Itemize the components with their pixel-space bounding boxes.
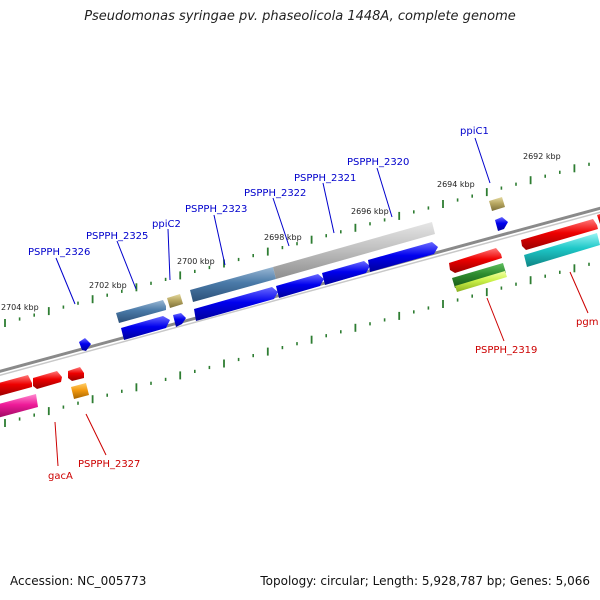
gene-gacA-left-cds[interactable] [0,375,32,396]
lower-label-leaders [54,271,589,467]
gene-PSPPH_2323-cds[interactable] [194,287,278,321]
label-PSPPH_2322: PSPPH_2322 [244,188,306,199]
label-PSPPH_2319: PSPPH_2319 [475,345,537,356]
upper-gene-labels: PSPPH_2326 PSPPH_2325 ppiC2 PSPPH_2323 P… [28,126,489,258]
gene-pgm-track[interactable] [524,233,600,267]
lower-gene-labels: gacA PSPPH_2327 PSPPH_2319 pgm [48,317,598,482]
tick-ring-upper [4,162,590,327]
tick-label-2702: 2702 kbp [89,281,127,290]
gene-PSPPH_2319-cds[interactable] [449,248,502,273]
tick-label-2704: 2704 kbp [1,303,39,312]
gene-PSPPH_2319-track-green[interactable] [452,263,506,288]
label-PSPPH_2320: PSPPH_2320 [347,157,409,168]
tick-label-2692: 2692 kbp [523,152,561,161]
gene-PSPPH_2325[interactable] [116,300,166,323]
accession-text: Accession: NC_005773 [10,574,147,588]
gene-pgm-cds[interactable] [521,219,598,250]
tick-label-2694: 2694 kbp [437,180,475,189]
label-PSPPH_2325: PSPPH_2325 [86,231,148,242]
map-title: Pseudomonas syringae pv. phaseolicola 14… [84,9,516,24]
label-ppiC1: ppiC1 [460,126,489,137]
gene-PSPPH_2326-cds[interactable] [79,338,91,351]
upper-label-leaders [55,137,491,305]
label-PSPPH_2326: PSPPH_2326 [28,247,90,258]
gene-PSPPH_2322-cds[interactable] [276,274,324,298]
gene-gacA-track[interactable] [0,394,38,418]
gene-ppiC2[interactable] [167,294,183,308]
gene-PSPPH_2325-cds[interactable] [121,316,170,340]
gene-PSPPH_2322-2320[interactable] [273,222,435,279]
tick-label-2700: 2700 kbp [177,257,215,266]
gene-PSPPH_2327-cds[interactable] [68,367,84,381]
gene-ppiC2-cds[interactable] [173,313,186,327]
label-PSPPH_2321: PSPPH_2321 [294,173,356,184]
gene-gacA-cds[interactable] [33,371,62,389]
gene-right-edge-cds[interactable] [597,212,600,224]
gene-ppiC1-cds[interactable] [495,217,508,231]
label-ppiC2: ppiC2 [152,219,181,230]
gene-PSPPH_2323[interactable] [190,267,276,302]
label-pgm: pgm [576,317,598,328]
gene-PSPPH_2320-cds[interactable] [368,242,438,272]
genome-summary-text: Topology: circular; Length: 5,928,787 bp… [260,574,590,588]
forward-strand-genes [79,217,508,351]
gene-PSPPH_2321-cds[interactable] [322,261,370,285]
label-PSPPH_2323: PSPPH_2323 [185,204,247,215]
tick-labels: 2704 kbp 2702 kbp 2700 kbp 2698 kbp 2696… [1,152,561,312]
genome-backbone-shadow [0,211,600,377]
gene-PSPPH_2319-track-lime[interactable] [455,271,507,292]
tick-ring-lower [4,262,590,427]
label-gacA: gacA [48,471,73,482]
tick-label-2696: 2696 kbp [351,207,389,216]
label-PSPPH_2327: PSPPH_2327 [78,459,140,470]
gene-ppiC1[interactable] [489,197,505,211]
tick-label-2698: 2698 kbp [264,233,302,242]
gene-PSPPH_2327-track[interactable] [71,383,89,399]
upper-gene-track [116,197,505,323]
reverse-strand-genes [0,212,600,418]
